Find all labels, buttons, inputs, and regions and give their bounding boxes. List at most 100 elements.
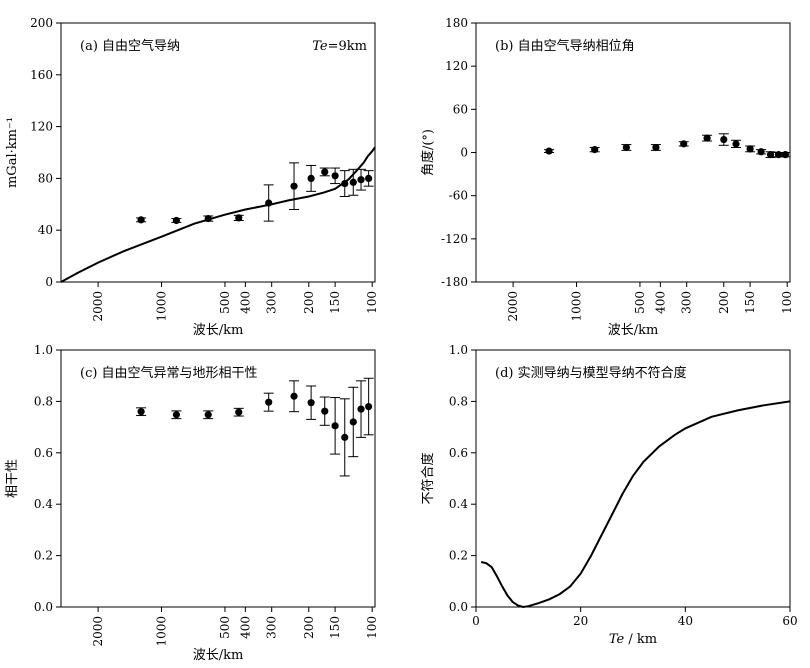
data-point	[137, 216, 145, 224]
x-tick-label: 500	[218, 616, 232, 639]
data-point	[307, 174, 315, 182]
data-point	[545, 147, 553, 155]
panel-b: -180 -120 -60 0 60 120 180 2000 1000 500 400 300 200…	[420, 16, 794, 338]
x-tick-label: 0	[472, 614, 480, 628]
data-point	[321, 407, 329, 415]
x-tick-label: 400	[653, 291, 667, 314]
data-point	[290, 182, 298, 190]
x-tick-label: 2000	[91, 616, 105, 647]
data-point	[331, 422, 339, 430]
x-tick-label: 60	[782, 614, 797, 628]
data-point	[204, 214, 212, 223]
x-tick-label: 1000	[570, 291, 584, 322]
y-tick-label: 0.6	[34, 446, 53, 460]
data-point	[357, 405, 365, 413]
data-point	[757, 148, 765, 156]
x-axis-label: 波长/km	[193, 648, 244, 663]
y-tick-label: 0.0	[34, 600, 53, 614]
data-point	[235, 408, 243, 416]
x-tick-label: 150	[328, 291, 342, 314]
data-point	[321, 168, 329, 176]
plot-frame	[475, 22, 791, 283]
y-tick-label: 0.2	[34, 549, 53, 563]
x-tick-label: 300	[265, 291, 279, 314]
y-tick-label: 0.4	[449, 497, 468, 511]
data-point	[331, 172, 339, 180]
x-tick-label: 300	[680, 291, 694, 314]
data-point	[622, 143, 630, 152]
y-tick-label: 120	[30, 120, 53, 134]
data-point	[204, 411, 212, 419]
data-point	[137, 408, 145, 416]
panel-title: (a) 自由空气导纳	[80, 38, 180, 54]
y-tick-label: 0	[460, 146, 468, 160]
data-point	[349, 178, 357, 186]
y-tick-label: -120	[441, 232, 468, 246]
y-tick-label: 1.0	[449, 343, 468, 357]
x-tick-label: 150	[328, 616, 342, 639]
x-tick-label: 200	[302, 291, 316, 314]
data-point	[172, 411, 180, 419]
plot-frame	[475, 349, 791, 608]
data-point	[746, 145, 754, 153]
y-tick-label: -60	[449, 189, 468, 203]
data-point	[349, 418, 357, 426]
x-tick-label: 1000	[155, 616, 169, 647]
model-admittance-curve	[60, 146, 376, 283]
y-tick-label: 1.0	[34, 343, 53, 357]
data-point	[235, 214, 243, 222]
panel-a: 0 40 80 120 160 200 2000 1000 500 400 300 200 150 100…	[5, 16, 379, 338]
data-point	[265, 199, 273, 207]
te-annotation-value: =9km	[328, 39, 367, 54]
data-point	[591, 146, 599, 154]
x-tick-label: 100	[365, 291, 379, 314]
x-tick-label: 400	[238, 616, 252, 639]
panel-c: 0.0 0.2 0.4 0.6 0.8 1.0 2000 1000 500 400 300 200 15…	[5, 343, 379, 663]
y-tick-label: 160	[30, 68, 53, 82]
panel-title: (c) 自由空气异常与地形相干性	[80, 365, 258, 381]
data-point	[290, 392, 298, 400]
y-tick-label: 0.6	[449, 446, 468, 460]
x-tick-label: 150	[743, 291, 757, 314]
data-point	[680, 140, 688, 148]
x-tick-label: 500	[633, 291, 647, 314]
te-annotation-var: Te	[312, 39, 328, 54]
y-tick-label: 0.2	[449, 549, 468, 563]
data-point	[365, 402, 373, 411]
te-annotation: Te=9km	[312, 39, 367, 54]
data-point	[357, 176, 365, 184]
x-axis-label: 波长/km	[193, 323, 244, 338]
x-tick-label: 2000	[91, 291, 105, 322]
x-tick-label: 100	[365, 616, 379, 639]
data-point	[703, 134, 711, 142]
misfit-curve	[480, 400, 791, 609]
y-axis-label: 角度/(°)	[420, 129, 436, 176]
data-point	[774, 151, 783, 159]
data-point	[341, 179, 349, 188]
y-tick-label: 0	[45, 275, 53, 289]
data-point	[172, 216, 180, 225]
y-axis-label: 相干性	[5, 459, 20, 498]
y-tick-label: 180	[445, 16, 468, 30]
data-point	[766, 151, 775, 159]
y-axis-label: mGal·km⁻¹	[5, 117, 20, 188]
y-tick-label: 0.8	[449, 394, 468, 408]
data-point	[307, 399, 315, 407]
x-tick-label: 200	[302, 616, 316, 639]
y-tick-label: 200	[30, 16, 53, 30]
x-tick-label: 20	[573, 614, 588, 628]
data-point	[652, 143, 660, 152]
y-tick-label: 0.4	[34, 497, 53, 511]
y-tick-label: -180	[441, 275, 468, 289]
plot-frame	[60, 349, 376, 608]
x-tick-label: 40	[678, 614, 693, 628]
panel-d: 0.0 0.2 0.4 0.6 0.8 1.0 0 20 40 60 Te / km 不符合度 (d) …	[420, 343, 798, 647]
plot-frame	[60, 22, 376, 283]
x-tick-label: 400	[238, 291, 252, 314]
panel-title: (b) 自由空气导纳相位角	[495, 38, 635, 54]
x-axis-label: 波长/km	[608, 323, 659, 338]
data-point	[265, 398, 273, 406]
y-tick-label: 0.0	[449, 600, 468, 614]
x-axis-label-var: Te	[609, 632, 625, 647]
